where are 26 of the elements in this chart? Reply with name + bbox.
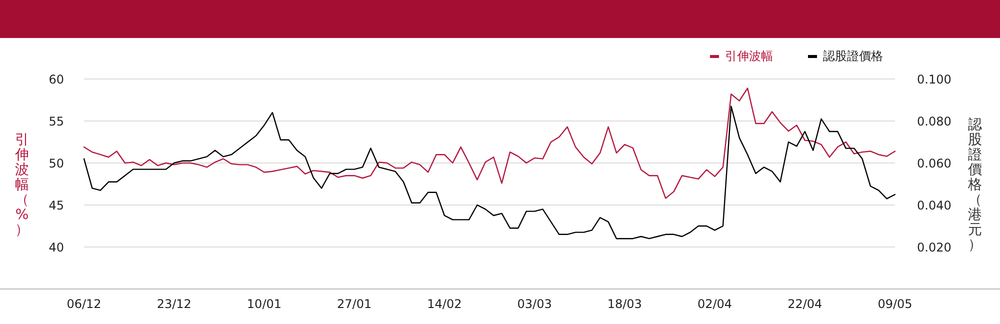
x-tick-label: 02/04 xyxy=(697,297,732,311)
x-tick-label: 14/02 xyxy=(427,297,462,311)
y-tick-label: 40 xyxy=(48,240,64,254)
y2-tick-label: 0.100 xyxy=(917,72,952,86)
line-series xyxy=(83,106,896,240)
y2-tick-label: 0.040 xyxy=(917,198,952,212)
x-tick-label: 09/05 xyxy=(878,297,912,311)
y-tick-label: 60 xyxy=(48,72,64,86)
x-tick-label: 10/01 xyxy=(246,297,282,311)
y2-tick-label: 0.060 xyxy=(917,156,952,170)
x-tick-label: 03/03 xyxy=(517,297,552,311)
x-tick-label: 22/04 xyxy=(788,297,822,311)
y2-tick-label: 0.080 xyxy=(917,114,952,128)
text: 認股證價格（港元） xyxy=(968,117,982,253)
x-tick-label: 23/12 xyxy=(156,297,192,311)
y-axis-title: 引伸波幅（%） xyxy=(14,132,29,238)
line-series xyxy=(83,88,896,199)
y2-tick-label: 0.020 xyxy=(917,240,952,254)
x-tick-label: 27/01 xyxy=(337,297,372,311)
x-tick-label: 18/03 xyxy=(607,297,642,311)
y-tick-label: 55 xyxy=(48,114,64,128)
legend-label: 認股證價格 xyxy=(823,49,883,63)
y-tick-label: 45 xyxy=(48,198,64,212)
legend-label: 引伸波幅 xyxy=(725,49,773,63)
y-tick-label: 50 xyxy=(48,156,64,170)
x-tick-label: 06/12 xyxy=(66,297,102,311)
